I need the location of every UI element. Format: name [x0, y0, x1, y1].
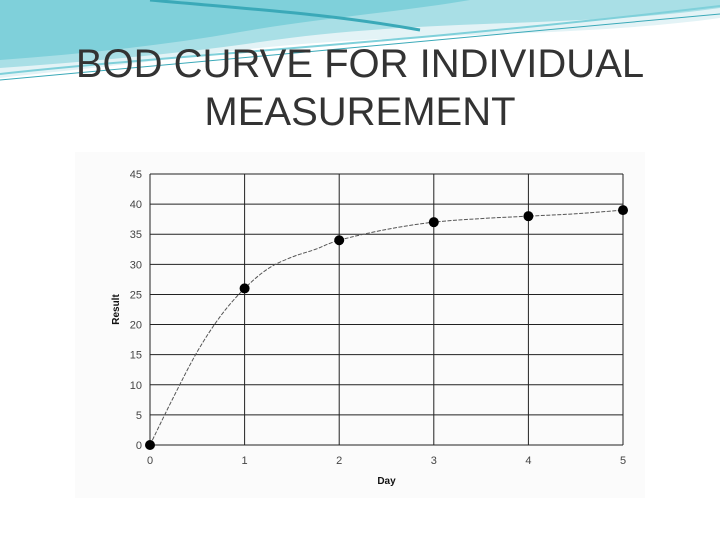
x-axis-label: Day — [377, 476, 396, 487]
data-point — [523, 211, 534, 222]
y-tick-label: 10 — [130, 380, 142, 392]
y-tick-label: 25 — [130, 289, 142, 301]
fit-curve-layer — [149, 209, 624, 446]
header-wave-decoration — [0, 0, 720, 81]
y-axis-label: Result — [111, 294, 122, 325]
x-tick-label: 5 — [620, 455, 626, 467]
x-tick-label: 3 — [431, 455, 437, 467]
chart-grid — [149, 173, 624, 446]
x-tick-label: 2 — [336, 455, 342, 467]
x-tick-label: 4 — [525, 455, 531, 467]
y-tick-label: 40 — [130, 199, 142, 211]
y-tick-label: 30 — [130, 259, 142, 271]
data-point — [428, 217, 439, 228]
x-tick-label: 1 — [242, 455, 248, 467]
y-tick-labels: 0 5 10 15 20 25 30 35 40 45 — [130, 169, 142, 452]
y-tick-label: 5 — [136, 410, 142, 422]
slide-title: BOD CURVE FOR INDIVIDUAL MEASUREMENT — [75, 42, 645, 134]
y-tick-label: 20 — [130, 320, 142, 332]
fit-curve — [149, 209, 624, 446]
data-point — [618, 205, 628, 216]
y-tick-label: 45 — [130, 169, 142, 181]
data-point — [239, 283, 250, 294]
y-tick-label: 0 — [136, 440, 142, 452]
data-point — [145, 440, 155, 450]
y-tick-label: 35 — [130, 229, 142, 241]
data-points-layer — [145, 205, 628, 450]
x-tick-label: 0 — [147, 455, 153, 467]
x-tick-labels: 0 1 2 3 4 5 — [147, 455, 626, 467]
y-tick-label: 15 — [130, 350, 142, 362]
data-point — [334, 235, 345, 246]
